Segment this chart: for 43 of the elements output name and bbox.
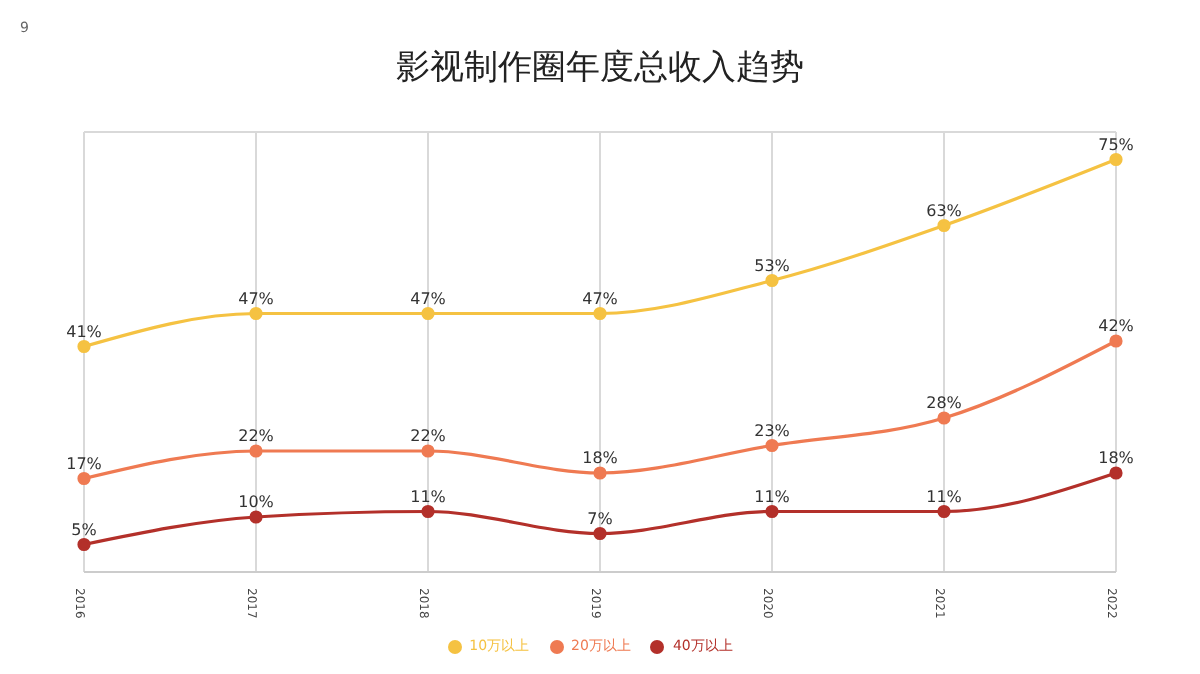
point bbox=[1109, 152, 1123, 167]
data-label: 22% bbox=[238, 427, 275, 445]
point bbox=[421, 306, 435, 321]
point bbox=[77, 471, 91, 486]
chart-title: 影视制作圈年度总收入趋势 bbox=[394, 46, 806, 90]
point bbox=[77, 537, 91, 552]
point bbox=[593, 306, 607, 321]
data-label: 7% bbox=[587, 509, 614, 528]
point bbox=[421, 504, 435, 519]
data-label: 17% bbox=[66, 454, 103, 473]
point bbox=[77, 339, 91, 354]
data-label: 18% bbox=[1098, 449, 1135, 467]
data-label: 28% bbox=[926, 394, 963, 412]
data-label: 75% bbox=[1098, 135, 1135, 154]
data-label: 11% bbox=[926, 487, 963, 506]
data-label: 63% bbox=[926, 201, 963, 220]
data-label: 5% bbox=[71, 520, 98, 539]
point bbox=[765, 438, 779, 453]
data-label: 11% bbox=[410, 487, 447, 506]
data-label: 18% bbox=[582, 449, 619, 467]
point bbox=[593, 466, 607, 480]
data-label: 23% bbox=[754, 421, 791, 440]
data-label: 22% bbox=[410, 427, 447, 445]
point bbox=[937, 411, 951, 425]
point bbox=[765, 504, 779, 519]
point bbox=[249, 444, 263, 458]
point bbox=[249, 306, 263, 321]
point bbox=[937, 504, 951, 519]
data-label: 47% bbox=[582, 289, 619, 308]
point bbox=[937, 218, 951, 233]
point bbox=[593, 526, 607, 541]
point bbox=[249, 510, 263, 524]
data-label: 47% bbox=[238, 289, 275, 308]
data-label: 41% bbox=[66, 322, 103, 341]
data-label: 11% bbox=[754, 487, 791, 506]
point bbox=[765, 273, 779, 288]
data-label: 10% bbox=[238, 493, 275, 511]
data-label: 53% bbox=[754, 256, 791, 275]
point bbox=[1109, 334, 1123, 348]
data-label: 42% bbox=[1098, 317, 1135, 335]
point bbox=[1109, 466, 1123, 480]
data-label: 47% bbox=[410, 289, 447, 308]
point bbox=[421, 444, 435, 458]
